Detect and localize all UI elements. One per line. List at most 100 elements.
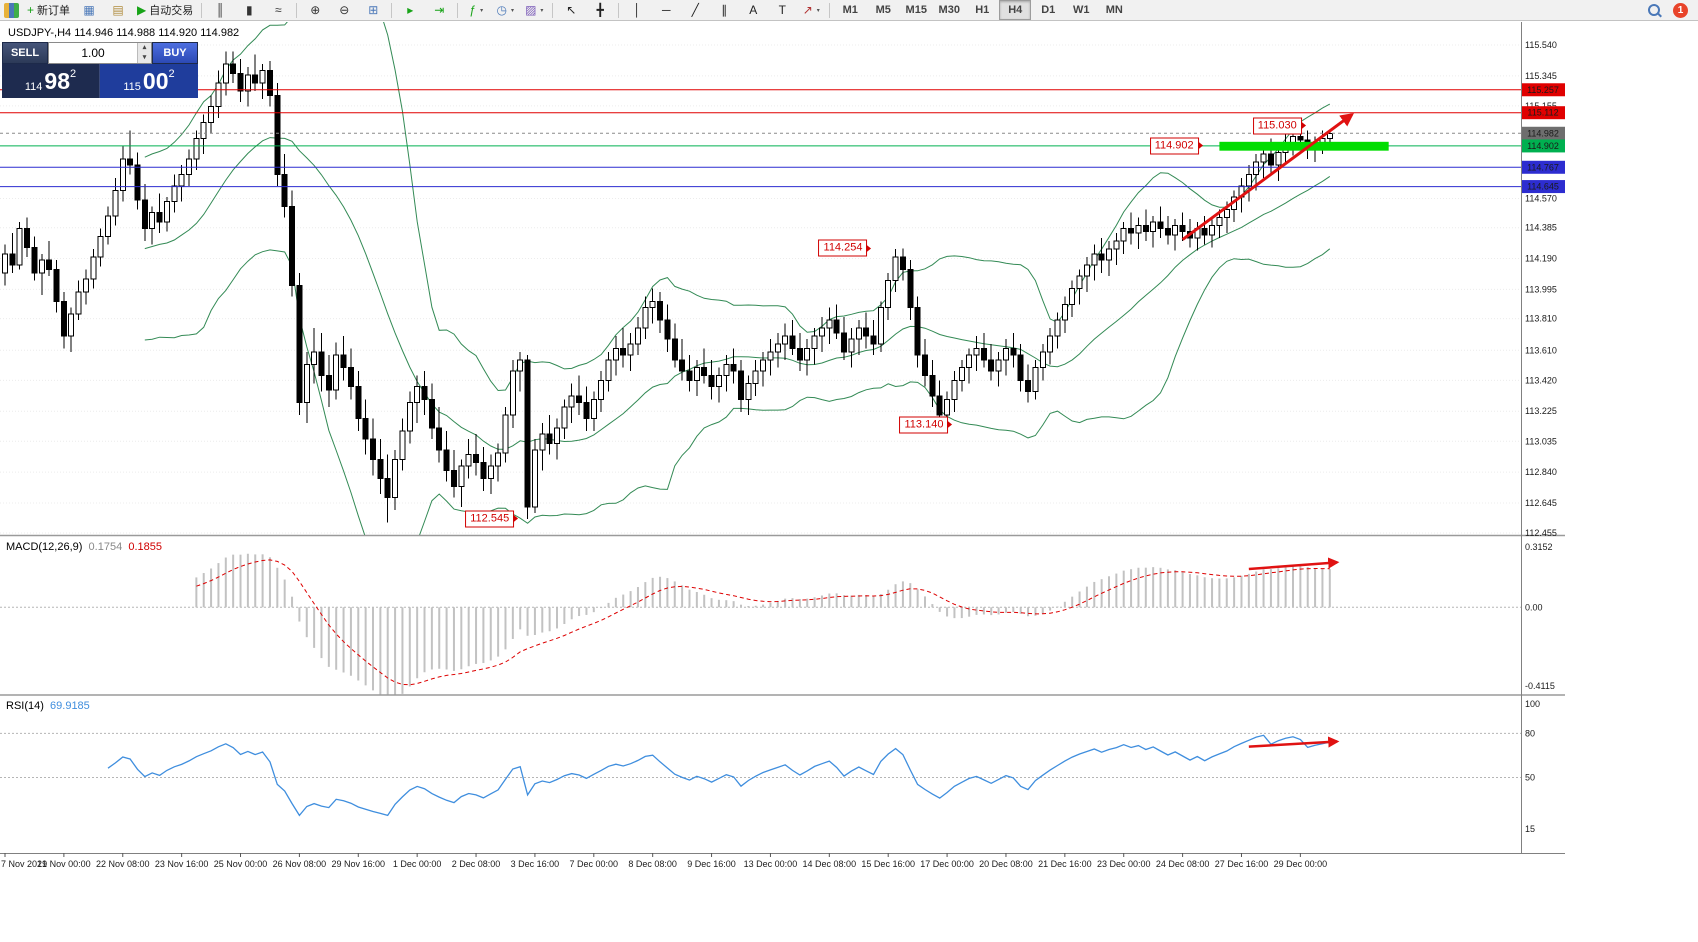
crosshair-icon[interactable]: ╋: [586, 0, 614, 20]
svg-text:25 Nov 00:00: 25 Nov 00:00: [214, 859, 268, 869]
candlestick-chart-icon[interactable]: ▮: [235, 0, 263, 20]
macd-signal-line: [196, 559, 1330, 686]
svg-text:20 Dec 08:00: 20 Dec 08:00: [979, 859, 1033, 869]
charts-window-icon: ▦: [83, 3, 95, 17]
dropdown-caret-icon: ▾: [510, 7, 514, 14]
svg-text:113.225: 113.225: [1525, 406, 1557, 416]
timeframe-m1[interactable]: M1: [842, 4, 858, 16]
sell-button[interactable]: SELL: [2, 42, 48, 64]
timeframe-h4[interactable]: H4: [999, 0, 1032, 20]
chart-canvas[interactable]: 115.540 115.345 115.155 114.570 114.385 114.1…: [0, 22, 1565, 875]
price-annotation-114.254[interactable]: 114.254: [818, 239, 872, 257]
rsi-line: [107, 734, 1330, 817]
svg-text:19 Nov 00:00: 19 Nov 00:00: [37, 859, 91, 869]
toolbar-separator: [552, 2, 554, 18]
svg-text:14 Dec 08:00: 14 Dec 08:00: [803, 859, 857, 869]
svg-text:7 Dec 00:00: 7 Dec 00:00: [570, 859, 619, 869]
timeframe-m5[interactable]: M5: [875, 4, 891, 16]
vertical-line-icon[interactable]: │: [623, 0, 651, 20]
profiles-icon[interactable]: ▤: [104, 0, 132, 20]
svg-text:0.00: 0.00: [1525, 602, 1543, 612]
svg-text:22 Nov 08:00: 22 Nov 08:00: [96, 859, 150, 869]
svg-text:112.645: 112.645: [1525, 498, 1557, 508]
timeframe-mn[interactable]: MN: [1105, 4, 1123, 16]
svg-text:26 Nov 08:00: 26 Nov 08:00: [273, 859, 327, 869]
line-chart-icon: ≈: [274, 3, 282, 17]
price-annotation-112.545[interactable]: 112.545: [465, 510, 519, 528]
auto-scroll-icon[interactable]: ▸: [396, 0, 424, 20]
dropdown-caret-icon: ▾: [540, 7, 544, 14]
svg-text:113.420: 113.420: [1525, 375, 1557, 385]
svg-text:23 Nov 16:00: 23 Nov 16:00: [155, 859, 209, 869]
trend-arrow-rsi[interactable]: [1248, 736, 1340, 748]
rsi-indicator-label: RSI(14) 69.9185: [6, 700, 90, 712]
chart-area[interactable]: 115.540 115.345 115.155 114.570 114.385 114.1…: [0, 22, 1565, 875]
volume-value: 1.00: [81, 46, 105, 60]
clock-icon[interactable]: ◷ ▾: [491, 0, 519, 20]
svg-text:9 Dec 16:00: 9 Dec 16:00: [687, 859, 736, 869]
bar-chart-icon[interactable]: ║: [206, 0, 234, 20]
trend-arrow-price[interactable]: [1181, 112, 1355, 241]
volume-up-button[interactable]: ▴: [138, 43, 151, 53]
timeframe-m15[interactable]: M15: [905, 4, 927, 16]
line-chart-icon[interactable]: ≈: [264, 0, 292, 20]
auto-scroll-icon: ▸: [407, 3, 414, 17]
macd-main-value: 0.1754: [88, 541, 123, 553]
autotrade-button: ▶: [137, 3, 147, 17]
tile-windows-icon[interactable]: ⊞: [359, 0, 387, 20]
sell-price-prefix: 114: [24, 81, 43, 93]
horizontal-line-icon: ─: [661, 3, 671, 17]
timeframe-h1[interactable]: H1: [975, 4, 990, 16]
template-icon: ▨: [525, 3, 537, 17]
svg-text:112.840: 112.840: [1525, 467, 1557, 477]
symbol-info: USDJPY-,H4 114.946 114.988 114.920 114.9…: [8, 27, 240, 39]
autotrade-button[interactable]: ▶ 自动交易: [133, 0, 197, 20]
charts-window-icon[interactable]: ▦: [75, 0, 103, 20]
sell-price-sup: 2: [70, 68, 77, 80]
support-zone[interactable]: [1219, 141, 1389, 151]
buy-button[interactable]: BUY: [152, 42, 198, 64]
trend-arrow-macd[interactable]: [1248, 557, 1340, 571]
svg-text:29 Dec 00:00: 29 Dec 00:00: [1274, 859, 1328, 869]
toolbar-separator: [457, 2, 459, 18]
metatrader-logo: [4, 2, 19, 18]
svg-text:15 Dec 16:00: 15 Dec 16:00: [861, 859, 915, 869]
indicators-icon[interactable]: ƒ ▾: [462, 0, 490, 20]
timeframe-m30[interactable]: M30: [938, 4, 960, 16]
timeframe-d1[interactable]: D1: [1041, 4, 1056, 16]
candlestick-series: [2, 51, 1333, 523]
template-icon[interactable]: ▨ ▾: [520, 0, 548, 20]
channel-icon[interactable]: ∥: [710, 0, 738, 20]
toolbar-separator: [829, 2, 831, 18]
price-annotation-114.902[interactable]: 114.902: [1149, 137, 1203, 155]
svg-text:15: 15: [1525, 824, 1535, 834]
clock-icon: ◷: [496, 3, 507, 17]
svg-text:114.570: 114.570: [1525, 193, 1557, 203]
zoom-out-icon[interactable]: ⊖: [330, 0, 358, 20]
sell-price[interactable]: 114 98 2: [2, 64, 100, 98]
search-icon[interactable]: [1648, 4, 1660, 16]
toolbar-separator: [296, 2, 298, 18]
buy-price[interactable]: 115 00 2: [100, 64, 198, 98]
zoom-in-icon[interactable]: ⊕: [301, 0, 329, 20]
new-order-button[interactable]: + 新订单: [23, 0, 74, 20]
svg-text:29 Nov 16:00: 29 Nov 16:00: [332, 859, 386, 869]
timeframe-w1[interactable]: W1: [1073, 4, 1090, 16]
volume-field[interactable]: 1.00 ▴ ▾: [48, 42, 152, 64]
cursor-icon[interactable]: ↖: [557, 0, 585, 20]
svg-text:113.035: 113.035: [1525, 436, 1557, 446]
arrows-tool-icon[interactable]: ↗ ▾: [797, 0, 825, 20]
notification-badge[interactable]: 1: [1673, 2, 1688, 18]
price-annotation-113.140[interactable]: 113.140: [899, 416, 953, 434]
svg-text:23 Dec 00:00: 23 Dec 00:00: [1097, 859, 1151, 869]
volume-down-button[interactable]: ▾: [138, 53, 151, 63]
trendline-icon[interactable]: ╱: [681, 0, 709, 20]
crosshair-icon: ╋: [596, 3, 604, 17]
new-order-button-label: 新订单: [37, 5, 71, 17]
text-label-icon[interactable]: T: [768, 0, 796, 20]
horizontal-line-icon[interactable]: ─: [652, 0, 680, 20]
chart-shift-icon[interactable]: ⇥: [425, 0, 453, 20]
price-annotation-115.030[interactable]: 115.030: [1252, 117, 1306, 135]
text-icon[interactable]: A: [739, 0, 767, 20]
